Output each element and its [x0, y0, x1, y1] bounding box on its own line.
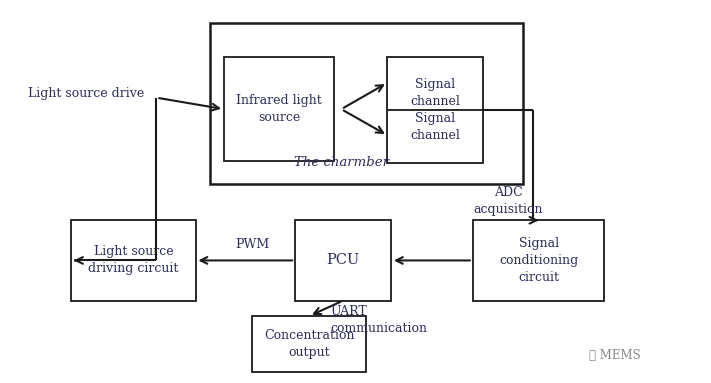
Bar: [252, 316, 366, 372]
Bar: [71, 220, 196, 301]
Bar: [473, 220, 604, 301]
Text: ADC
acquisition: ADC acquisition: [474, 186, 543, 216]
Text: Concentration
output: Concentration output: [264, 329, 355, 359]
Text: Signal
channel
Signal
channel: Signal channel Signal channel: [410, 78, 461, 142]
Text: The charmber: The charmber: [294, 155, 389, 169]
Bar: [210, 23, 523, 184]
Text: Light source drive: Light source drive: [28, 87, 145, 100]
Text: PWM: PWM: [235, 238, 269, 251]
Text: 🌼 MEMS: 🌼 MEMS: [589, 349, 641, 362]
Text: Infrared light
source: Infrared light source: [236, 94, 322, 124]
Text: UART
communication: UART communication: [331, 305, 427, 335]
Bar: [295, 220, 391, 301]
Text: Signal
conditioning
circuit: Signal conditioning circuit: [499, 237, 578, 284]
Text: PCU: PCU: [326, 254, 360, 267]
Text: Light source
driving circuit: Light source driving circuit: [88, 246, 178, 275]
Bar: [387, 57, 483, 163]
Bar: [224, 57, 334, 161]
